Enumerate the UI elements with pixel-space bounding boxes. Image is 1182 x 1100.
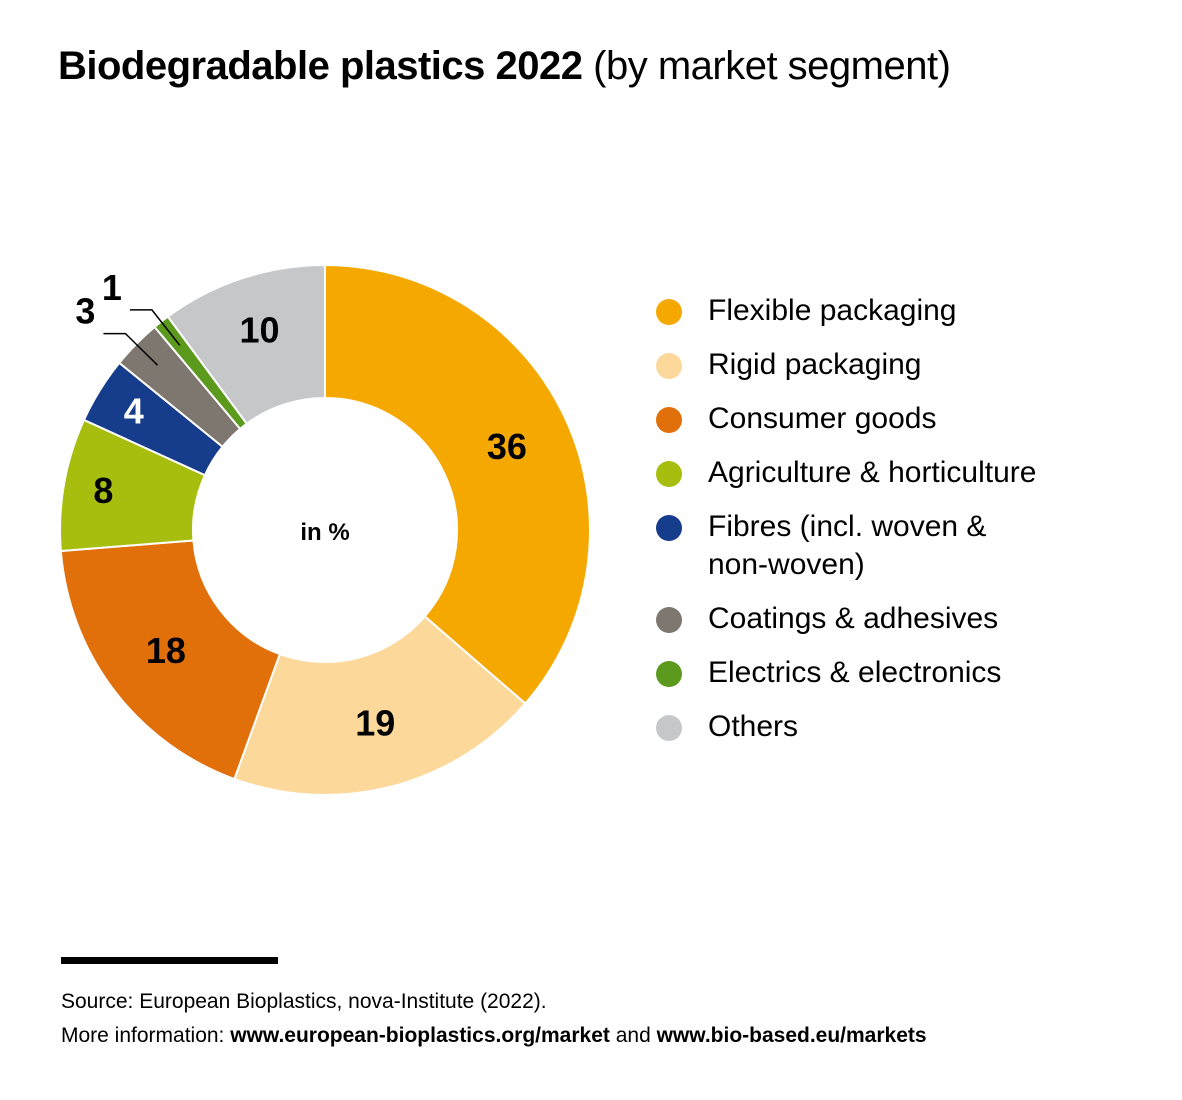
value-label-coatings-adhesives: 3 [75,291,95,332]
leader-line-coatings-adhesives [103,332,159,366]
link-bio-based[interactable]: www.bio-based.eu/markets [656,1024,927,1047]
more-info-prefix: More information: [61,1024,231,1047]
slice-others [166,263,326,426]
legend-swatch [656,515,682,541]
donut-slices [59,263,591,796]
value-label-flexible-packaging: 36 [487,426,527,467]
value-label-others: 10 [239,309,279,350]
slice-rigid-packaging [233,615,527,796]
legend-label: Consumer goods [708,402,937,435]
legend-label-line2: non-woven) [708,548,865,581]
chart-title-subtitle: (by market segment) [593,44,951,88]
legend: Flexible packaging Rigid packaging Consu… [656,292,1036,762]
legend-item-electrics-electronics: Electrics & electronics [656,654,1036,692]
legend-label-line1: Fibres (incl. woven & [708,510,987,543]
legend-swatch [656,715,682,741]
legend-swatch [656,461,682,487]
legend-swatch [656,353,682,379]
value-label-electrics-electronics: 1 [102,267,122,308]
slice-consumer-goods [59,539,282,781]
chart-title-main: Biodegradable plastics 2022 [58,44,583,88]
legend-swatch [656,299,682,325]
legend-item-agriculture-horticulture: Agriculture & horticulture [656,454,1036,492]
value-label-fibres-incl-woven-non-woven: 4 [124,390,144,431]
legend-item-coatings-adhesives: Coatings & adhesives [656,600,1036,638]
leader-line-electrics-electronics [129,309,181,346]
legend-swatch [656,407,682,433]
legend-label: Others [708,710,799,743]
footer-divider [61,957,278,964]
legend-swatch [656,661,682,687]
source-note: Source: European Bioplastics, nova-Insti… [61,990,547,1013]
legend-item-others: Others [656,708,1036,746]
slice-flexible-packaging [324,263,591,705]
legend-label: Electrics & electronics [708,656,1002,689]
legend-swatch [656,607,682,633]
leader-lines [103,309,181,366]
link-european-bioplastics[interactable]: www.european-bioplastics.org/market [230,1024,610,1047]
center-label: in % [300,519,349,546]
legend-item-rigid-packaging: Rigid packaging [656,346,1036,384]
legend-item-flexible-packaging: Flexible packaging [656,292,1036,330]
value-labels: 36 19 18 84 31 10 [75,267,527,744]
more-info-connector: and [609,1024,657,1047]
legend-label: Agriculture & horticulture [708,456,1037,489]
value-label-consumer-goods: 18 [146,630,186,671]
chart-title: Biodegradable plastics 2022 (by market s… [58,44,951,89]
value-label-agriculture-horticulture: 8 [93,470,113,511]
value-label-rigid-packaging: 19 [355,703,395,744]
more-info-note: More information: www.european-bioplasti… [61,1024,927,1048]
legend-label: Coatings & adhesives [708,602,999,635]
legend-item-consumer-goods: Consumer goods [656,400,1036,438]
legend-label: Rigid packaging [708,348,922,381]
legend-label: Flexible packaging [708,294,957,327]
legend-item-fibres: Fibres (incl. woven & non-woven) [656,508,1036,584]
